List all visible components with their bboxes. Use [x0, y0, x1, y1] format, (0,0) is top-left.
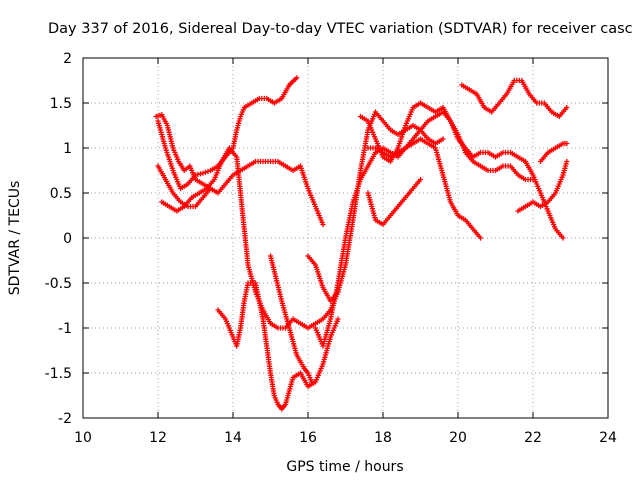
series-markers	[153, 112, 214, 192]
series-2	[155, 75, 300, 192]
series-markers	[459, 77, 570, 120]
x-tick-label: 24	[599, 430, 617, 446]
series-12	[459, 77, 570, 120]
series-markers	[155, 75, 300, 192]
x-tick-label: 22	[524, 430, 542, 446]
y-tick-label: 0.5	[50, 186, 72, 202]
series-markers	[365, 176, 424, 228]
series-14	[537, 140, 570, 165]
x-tick-label: 18	[374, 430, 392, 446]
x-tick-label: 12	[149, 430, 167, 446]
y-axis-label: SDTVAR / TECUs	[7, 181, 23, 296]
series-7	[305, 109, 446, 304]
axis-ticks: 10 12 14 16 18 20 22 24 -2 -1.5 -1 -0.5 0 0.5 1 1.5 2	[45, 51, 617, 446]
y-tick-label: -2	[58, 411, 72, 427]
y-tick-label: 0	[63, 231, 72, 247]
series-markers	[515, 158, 570, 214]
series-markers	[305, 109, 446, 304]
series-markers	[537, 140, 570, 165]
y-tick-label: -0.5	[45, 276, 72, 292]
y-tick-label: -1.5	[45, 366, 72, 382]
x-tick-label: 14	[224, 430, 242, 446]
x-axis-label: GPS time / hours	[286, 459, 403, 475]
series-markers	[267, 253, 315, 385]
series-markers	[155, 158, 326, 228]
series-3	[155, 158, 326, 228]
series-13	[515, 158, 570, 214]
y-tick-label: 1.5	[50, 96, 72, 112]
x-tick-label: 20	[449, 430, 467, 446]
y-tick-label: 2	[63, 51, 72, 67]
series-5	[215, 280, 341, 412]
series-6	[267, 253, 315, 385]
y-tick-label: 1	[63, 141, 72, 157]
y-tick-label: -1	[58, 321, 72, 337]
series-markers	[215, 280, 341, 412]
series-1	[153, 112, 214, 192]
series-10	[365, 176, 424, 228]
series-markers	[365, 109, 536, 183]
data-series	[153, 75, 570, 412]
grid	[83, 58, 608, 418]
series-11	[365, 109, 536, 183]
chart-title: Day 337 of 2016, Sidereal Day-to-day VTE…	[48, 21, 633, 37]
x-tick-label: 10	[74, 430, 92, 446]
series-markers	[159, 145, 341, 331]
x-tick-label: 16	[299, 430, 317, 446]
series-4	[159, 145, 341, 331]
